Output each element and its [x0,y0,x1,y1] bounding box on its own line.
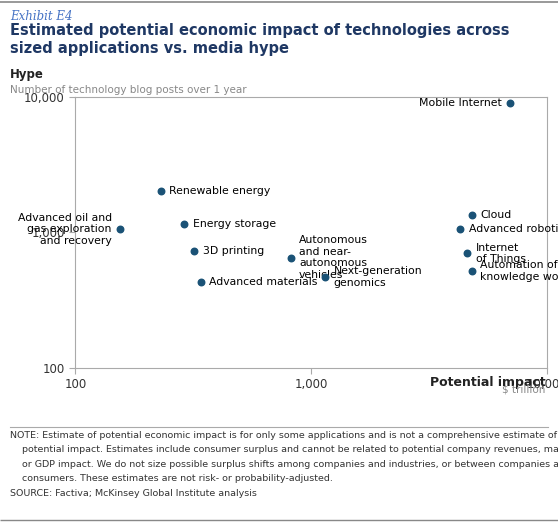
Text: 3D printing: 3D printing [203,246,264,256]
Text: SOURCE: Factiva; McKinsey Global Institute analysis: SOURCE: Factiva; McKinsey Global Institu… [10,489,257,498]
Point [456,225,465,233]
Point [506,99,515,107]
Text: consumers. These estimates are not risk- or probability-adjusted.: consumers. These estimates are not risk-… [10,474,333,483]
Text: $ trillion: $ trillion [502,385,546,395]
Text: Potential impact: Potential impact [430,376,546,389]
Point [467,267,476,275]
Point [321,272,330,281]
Text: Internet
of Things: Internet of Things [475,243,526,264]
Point [180,220,189,228]
Text: Estimated potential economic impact of technologies across
sized applications vs: Estimated potential economic impact of t… [10,23,509,56]
Text: NOTE: Estimate of potential economic impact is for only some applications and is: NOTE: Estimate of potential economic imp… [10,431,558,440]
Text: or GDP impact. We do not size possible surplus shifts among companies and indust: or GDP impact. We do not size possible s… [10,460,558,469]
Text: Renewable energy: Renewable energy [169,186,270,196]
Text: Cloud: Cloud [480,210,511,220]
Text: Energy storage: Energy storage [193,219,276,229]
Text: Next-generation
genomics: Next-generation genomics [334,266,422,288]
Point [463,249,472,257]
Text: Number of technology blog posts over 1 year: Number of technology blog posts over 1 y… [10,85,247,94]
Text: Advanced oil and
gas exploration
and recovery: Advanced oil and gas exploration and rec… [18,213,112,246]
Text: Automation of
knowledge work: Automation of knowledge work [480,260,558,282]
Point [156,187,165,196]
Point [196,278,205,286]
Point [116,225,124,233]
Text: Mobile Internet: Mobile Internet [419,98,502,108]
Text: Autonomous
and near-
autonomous
vehicles: Autonomous and near- autonomous vehicles [299,235,368,280]
Text: Hype: Hype [10,68,44,81]
Point [467,210,476,219]
Text: potential impact. Estimates include consumer surplus and cannot be related to po: potential impact. Estimates include cons… [10,445,558,454]
Text: Exhibit E4: Exhibit E4 [10,10,73,23]
Text: Advanced robotics: Advanced robotics [469,224,558,234]
Text: Advanced materials: Advanced materials [209,277,318,287]
Point [190,247,199,255]
Point [286,254,295,262]
